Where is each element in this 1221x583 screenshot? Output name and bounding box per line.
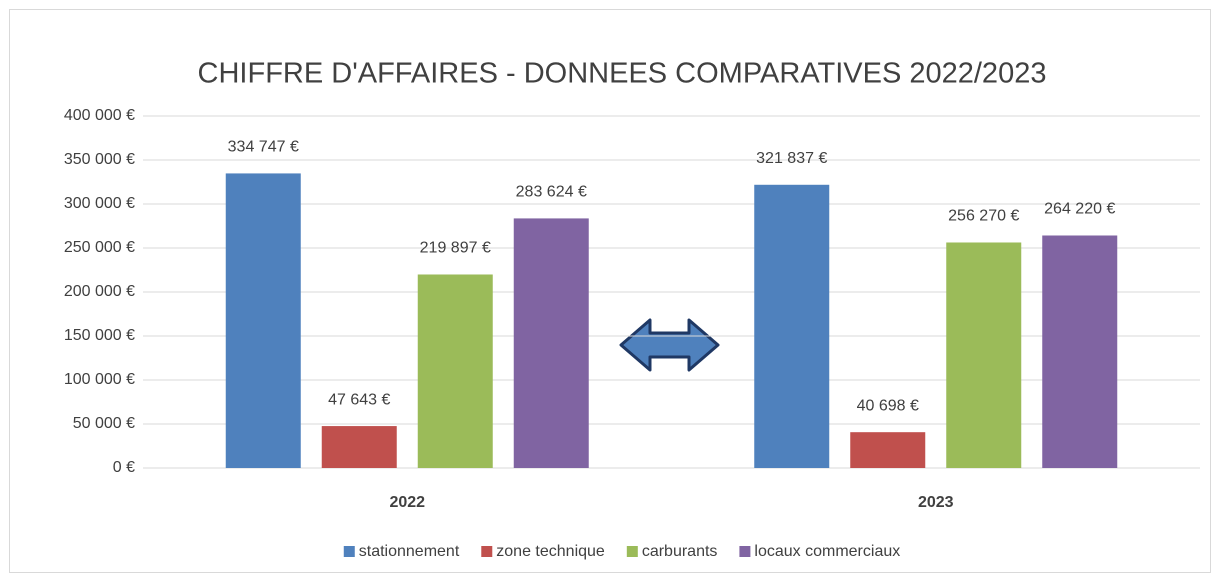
- y-tick-label: 50 000 €: [73, 415, 135, 432]
- value-label: 47 643 €: [328, 391, 390, 408]
- value-label: 264 220 €: [1044, 201, 1115, 218]
- value-label: 334 747 €: [228, 139, 299, 156]
- bar: [850, 432, 926, 468]
- value-label: 283 624 €: [516, 184, 587, 201]
- legend-swatch: [626, 546, 638, 557]
- y-tick-label: 150 000 €: [64, 327, 135, 344]
- y-tick-label: 350 000 €: [64, 151, 135, 168]
- value-label: 321 837 €: [756, 150, 827, 167]
- x-tick-label: 2023: [918, 494, 954, 511]
- legend-label: zone technique: [496, 543, 605, 560]
- x-tick-label: 2022: [389, 494, 425, 511]
- legend-label: carburants: [642, 543, 718, 560]
- chart-title: CHIFFRE D'AFFAIRES - DONNEES COMPARATIVE…: [198, 58, 1047, 90]
- bar: [417, 274, 493, 468]
- legend-label: stationnement: [359, 543, 460, 560]
- y-tick-label: 250 000 €: [64, 239, 135, 256]
- double-arrow: [619, 318, 720, 372]
- y-tick-label: 0 €: [113, 459, 135, 476]
- legend-swatch: [481, 546, 493, 557]
- legend-swatch: [343, 546, 355, 557]
- bar: [754, 184, 830, 468]
- value-label: 40 698 €: [857, 397, 919, 414]
- legend-swatch: [739, 546, 751, 557]
- chart-frame: [9, 9, 1211, 573]
- value-label: 256 270 €: [948, 208, 1019, 225]
- bar: [225, 173, 301, 468]
- y-tick-label: 300 000 €: [64, 195, 135, 212]
- bar: [321, 426, 397, 468]
- y-tick-label: 100 000 €: [64, 371, 135, 388]
- bar: [513, 218, 589, 468]
- bar: [1042, 235, 1118, 468]
- y-tick-label: 400 000 €: [64, 107, 135, 124]
- bar: [946, 242, 1022, 468]
- y-tick-label: 200 000 €: [64, 283, 135, 300]
- legend-label: locaux commerciaux: [754, 543, 900, 560]
- value-label: 219 897 €: [420, 240, 491, 257]
